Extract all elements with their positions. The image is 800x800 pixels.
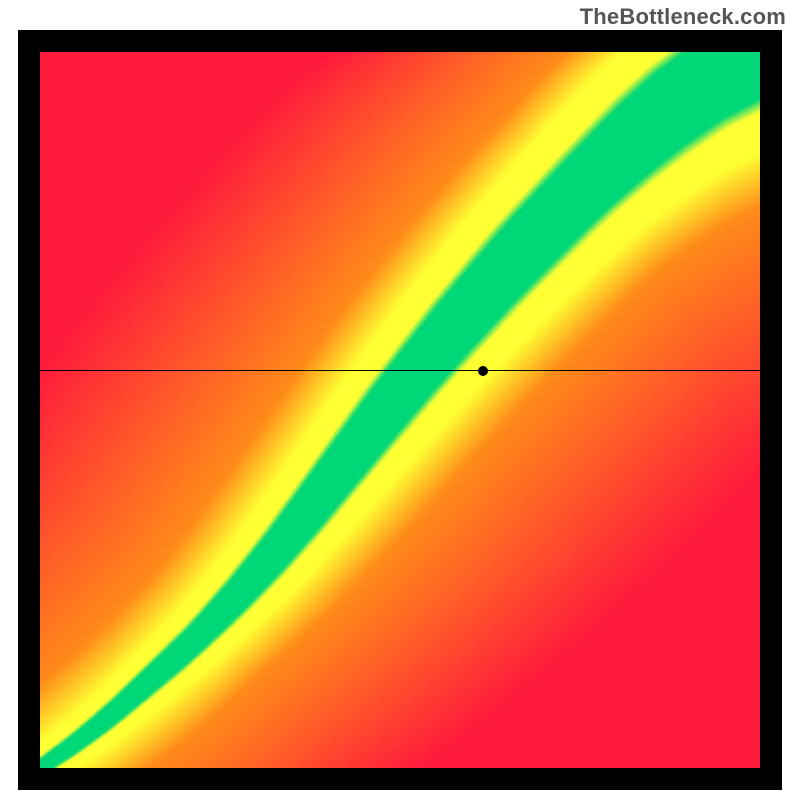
- marker-dot: [478, 366, 488, 376]
- crosshair-horizontal: [40, 370, 760, 371]
- plot-area: [40, 52, 760, 768]
- heatmap-canvas: [40, 52, 760, 768]
- plot-frame: [18, 30, 782, 790]
- watermark: TheBottleneck.com: [580, 4, 786, 30]
- chart-container: TheBottleneck.com: [0, 0, 800, 800]
